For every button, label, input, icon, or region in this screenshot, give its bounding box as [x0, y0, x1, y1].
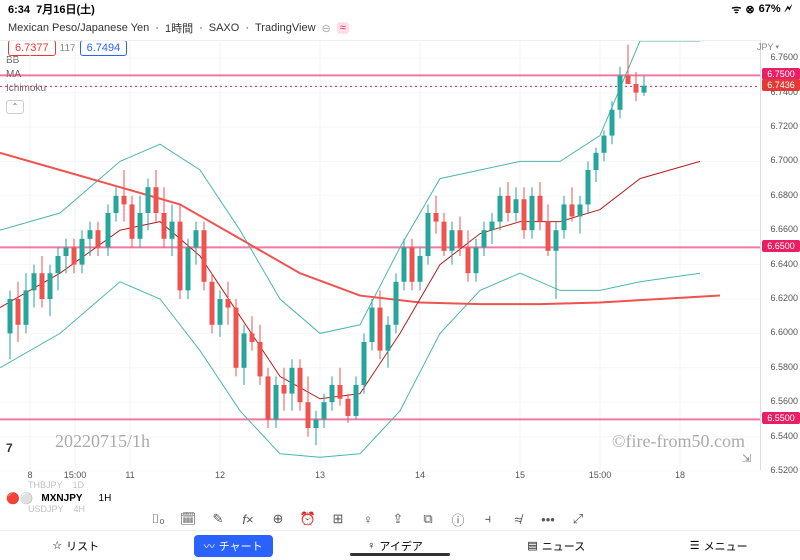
- watermark-credit: ©fire-from50.com: [612, 431, 745, 452]
- watermark-date: 20220715/1h: [55, 431, 150, 452]
- orientation-icon: ⊗: [745, 3, 754, 16]
- symbol-row: THBJPY 1D 🔴⚪ MXNJPY 1H USDJPY 4H: [0, 488, 800, 508]
- broker-label: SAXO: [209, 22, 240, 34]
- news-icon: ▤: [527, 539, 537, 552]
- nav-news[interactable]: ▤ニュース: [517, 535, 595, 557]
- timeframe[interactable]: 1H: [99, 493, 112, 504]
- scroll-down-icon[interactable]: ⇲: [742, 452, 758, 468]
- star-icon: ☆: [52, 539, 62, 552]
- draw-icon[interactable]: ✎: [210, 511, 226, 527]
- calendar-icon[interactable]: 🗓: [180, 511, 196, 527]
- x-axis[interactable]: 815:00111213141515:0018: [0, 470, 760, 486]
- pair-name[interactable]: Mexican Peso/Japanese Yen: [8, 22, 149, 34]
- bulb-icon: ♀: [367, 540, 375, 552]
- platform-label: TradingView: [255, 22, 316, 34]
- toolbar: ⌷₀ 🗓 ✎ f× ⊕ ⏰ ⊞ ♀ ⇪ ⧉ ⓘ ⫞ ≉ ••• ⤢: [0, 508, 800, 530]
- alert-icon[interactable]: ⏰: [300, 511, 316, 527]
- wifi-icon: ᯤ: [731, 2, 741, 17]
- add-icon[interactable]: ⊕: [270, 511, 286, 527]
- home-indicator: [350, 553, 450, 556]
- menu-icon: ☰: [690, 539, 700, 552]
- settings-icon[interactable]: ⊖: [322, 22, 331, 35]
- share-icon[interactable]: ⇪: [390, 511, 406, 527]
- tradingview-logo: 7: [6, 441, 13, 455]
- wave-icon[interactable]: ≈: [337, 22, 349, 34]
- currency-selector[interactable]: JPY▾: [757, 42, 779, 52]
- charging-icon: 🗲: [785, 3, 792, 16]
- info-icon[interactable]: ⓘ: [450, 511, 466, 527]
- fullscreen-icon[interactable]: ⤢: [570, 511, 586, 527]
- nav-chart[interactable]: 〰チャート: [194, 535, 273, 557]
- interval-label[interactable]: 1時間: [165, 20, 193, 36]
- candle-style-icon[interactable]: ⌷₀: [150, 511, 166, 527]
- nav-list[interactable]: ☆リスト: [42, 535, 109, 557]
- nav-menu[interactable]: ☰メニュー: [680, 535, 758, 557]
- idea-icon[interactable]: ♀: [360, 511, 376, 527]
- symbol-name[interactable]: MXNJPY: [41, 493, 82, 504]
- status-date: 7月16日(土): [36, 4, 95, 16]
- battery-pct: 67%: [759, 3, 781, 15]
- multi-icon[interactable]: ⧉: [420, 511, 436, 527]
- status-bar: 6:34 7月16日(土) ᯤ ⊗ 67% 🗲: [0, 0, 800, 18]
- more-icon[interactable]: •••: [540, 511, 556, 527]
- chart-canvas[interactable]: [0, 40, 760, 470]
- flag-icon: 🔴⚪: [6, 492, 33, 505]
- status-time: 6:34: [8, 4, 30, 16]
- stats-icon[interactable]: ⫞: [480, 511, 496, 527]
- chart-icon: 〰: [204, 538, 215, 554]
- layout-icon[interactable]: ⊞: [330, 511, 346, 527]
- compare-icon[interactable]: ≉: [510, 511, 526, 527]
- chart-header: Mexican Peso/Japanese Yen · 1時間 · SAXO ·…: [0, 18, 800, 38]
- y-axis[interactable]: JPY▾ 6.76006.74006.72006.70006.68006.660…: [760, 40, 800, 470]
- fx-icon[interactable]: f×: [240, 511, 256, 527]
